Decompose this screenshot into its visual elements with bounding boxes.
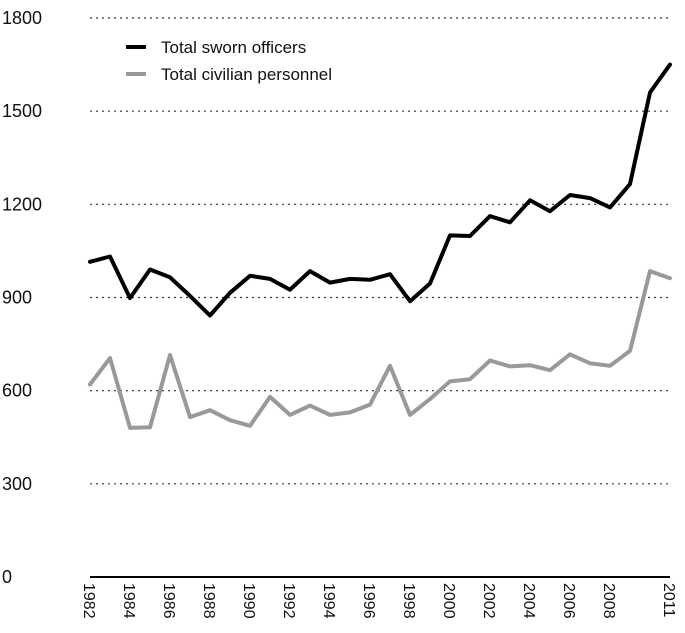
y-tick-label: 600: [2, 381, 32, 401]
legend-label-total-civilian-personnel: Total civilian personnel: [161, 65, 332, 84]
y-axis: 0 300 600 900 1200 1500 1800: [2, 8, 42, 587]
y-tick-label: 1500: [2, 101, 42, 121]
series-line-total-civilian-personnel: [88, 269, 672, 430]
x-axis: 1982 1984 1986 1988 1990 1992 1994 1996 1998 2000…: [80, 583, 677, 619]
series-layer: [88, 62, 672, 430]
series-line-total-sworn-officers: [88, 62, 672, 318]
legend-label-total-sworn-officers: Total sworn officers: [161, 38, 306, 57]
x-tick-label: 1982: [80, 583, 97, 619]
y-tick-label: 900: [2, 288, 32, 308]
x-tick-label: 2008: [600, 583, 617, 619]
x-tick-label: 1988: [200, 583, 217, 619]
x-tick-label: 1992: [280, 583, 297, 619]
y-tick-label: 1800: [2, 8, 42, 28]
x-tick-label: 1990: [240, 583, 257, 619]
x-tick-label: 1986: [160, 583, 177, 619]
x-tick-label: 2002: [480, 583, 497, 619]
x-tick-label: 1996: [360, 583, 377, 619]
x-tick-label: 1994: [320, 583, 337, 619]
x-tick-label: 2004: [520, 583, 537, 619]
y-tick-label: 300: [2, 474, 32, 494]
legend: Total sworn officers Total civilian perso…: [126, 38, 332, 84]
x-tick-label: 2011: [660, 583, 677, 618]
x-tick-label: 2000: [440, 583, 457, 619]
x-tick-label: 1984: [120, 583, 137, 619]
grid-lines: [90, 17, 670, 485]
y-tick-label: 1200: [2, 194, 42, 214]
x-tick-label: 2006: [560, 583, 577, 619]
x-tick-label: 1998: [400, 583, 417, 619]
y-tick-label: 0: [2, 567, 12, 587]
